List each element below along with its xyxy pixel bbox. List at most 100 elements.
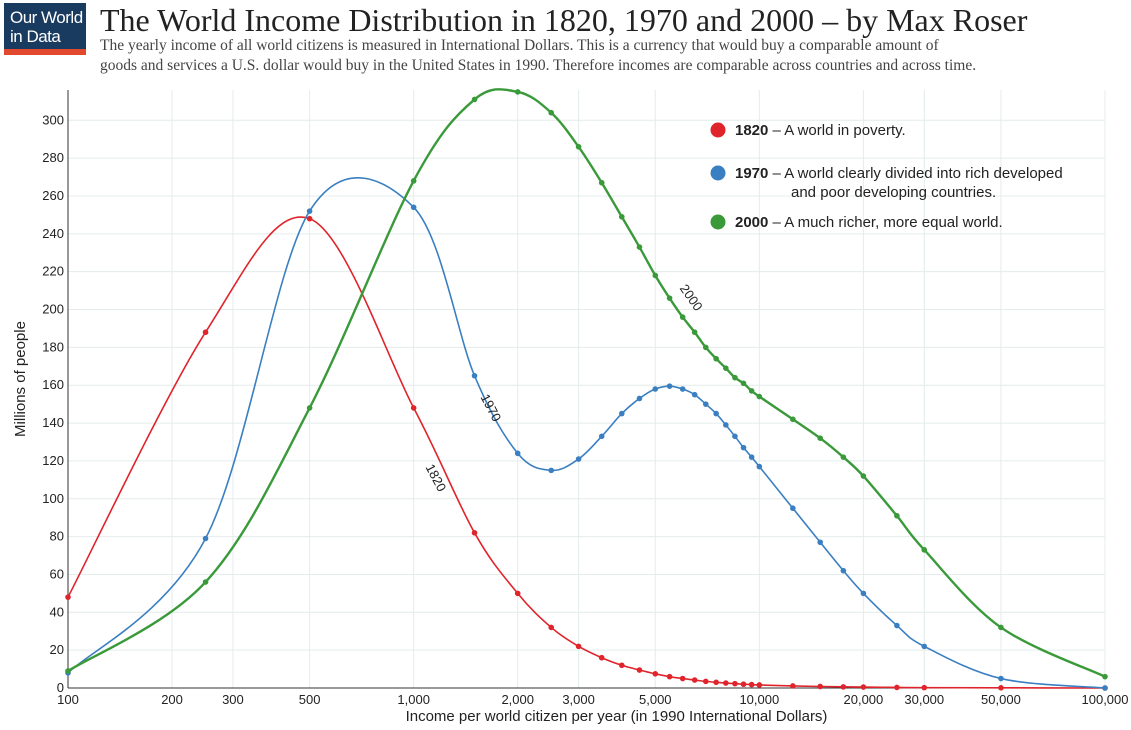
legend-item-1820[interactable]: 1820 – A world in poverty.: [735, 122, 906, 139]
data-point-2000-1000[interactable]: [410, 178, 417, 184]
data-point-1820-8000[interactable]: [723, 680, 729, 686]
data-point-2000-5000[interactable]: [652, 272, 659, 279]
data-point-2000-25000[interactable]: [894, 512, 900, 519]
legend-marker-1820[interactable]: [710, 122, 726, 138]
data-point-1820-7500[interactable]: [713, 679, 719, 686]
data-point-1820-3000[interactable]: [575, 643, 582, 650]
data-point-1820-20000[interactable]: [860, 684, 867, 690]
data-point-1820-9500[interactable]: [748, 681, 755, 688]
data-point-2000-100000[interactable]: [1102, 673, 1108, 680]
data-point-1970-15000[interactable]: [817, 539, 824, 546]
data-point-1820-15000[interactable]: [817, 683, 824, 690]
data-point-1820-4000[interactable]: [618, 662, 625, 669]
data-point-1970-17500[interactable]: [840, 567, 847, 574]
data-point-1970-1500[interactable]: [471, 372, 478, 379]
data-point-1970-5000[interactable]: [652, 386, 659, 392]
legend-marker-1970[interactable]: [710, 165, 726, 181]
legend-item-2000[interactable]: 2000 – A much richer, more equal world.: [735, 214, 1003, 231]
data-point-1820-4500[interactable]: [636, 667, 643, 673]
x-tick-label: 30,000: [904, 692, 944, 707]
data-point-2000-8000[interactable]: [723, 365, 729, 371]
data-point-1820-12500[interactable]: [790, 683, 796, 689]
data-point-1970-12500[interactable]: [790, 505, 796, 512]
data-point-1970-7000[interactable]: [702, 401, 709, 407]
data-point-1970-8500[interactable]: [732, 433, 738, 440]
data-point-1820-500[interactable]: [306, 215, 313, 222]
data-point-1970-3500[interactable]: [598, 433, 605, 440]
x-tick-label: 300: [222, 692, 244, 707]
data-point-1970-8000[interactable]: [723, 422, 729, 428]
legend-year-2000: 2000: [735, 214, 768, 231]
data-point-1970-6000[interactable]: [679, 386, 686, 392]
data-point-1820-2000[interactable]: [514, 590, 521, 597]
data-point-1970-9000[interactable]: [740, 444, 747, 451]
data-point-1970-2000[interactable]: [514, 450, 521, 457]
data-point-1820-6500[interactable]: [691, 677, 698, 683]
data-point-1820-3500[interactable]: [598, 654, 605, 661]
data-point-1970-5500[interactable]: [666, 383, 673, 389]
data-point-2000-4500[interactable]: [636, 244, 643, 250]
data-point-2000-100[interactable]: [65, 668, 71, 674]
data-point-2000-12500[interactable]: [790, 416, 796, 423]
data-point-1820-100[interactable]: [65, 594, 71, 600]
data-point-1970-500[interactable]: [306, 208, 313, 214]
data-point-1820-250[interactable]: [202, 329, 209, 336]
x-tick-label: 50,000: [981, 692, 1021, 707]
data-point-1820-1000[interactable]: [410, 405, 417, 411]
data-point-1970-7500[interactable]: [713, 410, 719, 417]
data-point-2000-6500[interactable]: [691, 329, 698, 336]
data-point-1970-6500[interactable]: [691, 391, 698, 398]
data-point-1970-9500[interactable]: [748, 454, 755, 460]
data-point-2000-6000[interactable]: [679, 314, 686, 320]
data-point-2000-15000[interactable]: [817, 435, 824, 442]
data-point-1970-10000[interactable]: [756, 463, 763, 470]
data-point-2000-7000[interactable]: [702, 344, 709, 351]
data-point-1820-8500[interactable]: [732, 680, 738, 687]
y-axis-title: Millions of people: [12, 321, 29, 437]
data-point-1970-250[interactable]: [202, 535, 209, 542]
data-point-2000-500[interactable]: [306, 405, 313, 411]
data-point-1970-20000[interactable]: [860, 590, 867, 597]
data-point-2000-50000[interactable]: [998, 624, 1004, 631]
data-point-1820-6000[interactable]: [679, 675, 686, 682]
data-point-1820-50000[interactable]: [998, 685, 1004, 691]
data-point-1820-5000[interactable]: [652, 671, 659, 677]
data-point-1970-30000[interactable]: [921, 643, 928, 650]
data-point-2000-3500[interactable]: [598, 179, 605, 186]
data-point-2000-2000[interactable]: [514, 89, 521, 95]
legend-item-1970[interactable]: 1970 – A world clearly divided into rich…: [735, 165, 1063, 182]
data-point-1970-4500[interactable]: [636, 395, 643, 402]
data-point-2000-20000[interactable]: [860, 473, 867, 479]
data-point-1970-50000[interactable]: [998, 675, 1004, 682]
data-point-1820-30000[interactable]: [921, 684, 928, 691]
data-point-1820-25000[interactable]: [894, 684, 900, 691]
data-point-1820-2500[interactable]: [548, 624, 555, 631]
data-point-2000-4000[interactable]: [618, 213, 625, 220]
data-point-2000-2500[interactable]: [548, 109, 555, 116]
data-point-1970-1000[interactable]: [410, 204, 417, 211]
data-point-2000-8500[interactable]: [732, 374, 738, 381]
data-point-2000-3000[interactable]: [575, 143, 582, 150]
data-point-2000-1500[interactable]: [471, 96, 478, 103]
data-point-1820-7000[interactable]: [702, 678, 709, 685]
our-world-in-data-logo[interactable]: Our World in Data: [4, 3, 86, 55]
data-point-1820-1500[interactable]: [471, 530, 478, 536]
data-point-1970-25000[interactable]: [894, 622, 900, 629]
data-point-1970-100000[interactable]: [1102, 685, 1108, 691]
data-point-2000-250[interactable]: [202, 579, 209, 585]
legend-marker-2000[interactable]: [710, 214, 726, 230]
data-point-1970-2500[interactable]: [548, 467, 555, 474]
data-point-1970-3000[interactable]: [575, 456, 582, 462]
data-point-1820-17500[interactable]: [840, 684, 847, 690]
data-point-1820-9000[interactable]: [740, 681, 747, 688]
data-point-2000-30000[interactable]: [921, 547, 928, 553]
data-point-2000-9500[interactable]: [748, 388, 755, 394]
data-point-2000-17500[interactable]: [840, 454, 847, 460]
data-point-1970-4000[interactable]: [618, 410, 625, 417]
data-point-1820-5500[interactable]: [666, 673, 673, 680]
data-point-2000-10000[interactable]: [756, 393, 763, 400]
data-point-2000-9000[interactable]: [740, 380, 747, 387]
data-point-1820-10000[interactable]: [756, 682, 763, 688]
data-point-2000-7500[interactable]: [713, 355, 719, 362]
data-point-2000-5500[interactable]: [666, 295, 673, 301]
